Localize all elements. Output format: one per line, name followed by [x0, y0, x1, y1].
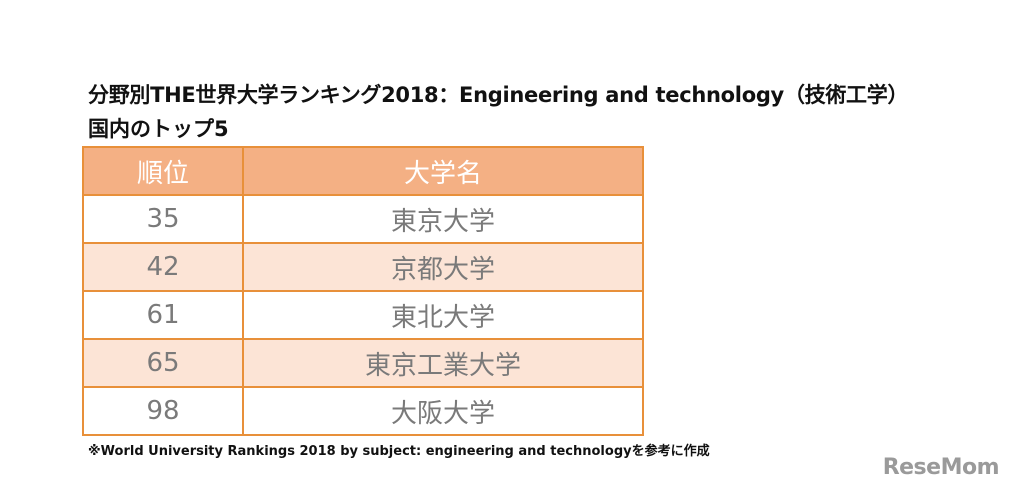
- table-row: 98 大阪大学: [82, 386, 644, 436]
- university-cell: 東京大学: [242, 194, 644, 244]
- rank-cell: 42: [82, 242, 244, 292]
- rank-cell: 35: [82, 194, 244, 244]
- table-row: 42 京都大学: [82, 242, 644, 292]
- university-cell: 京都大学: [242, 242, 644, 292]
- table-row: 61 東北大学: [82, 290, 644, 340]
- table-row: 65 東京工業大学: [82, 338, 644, 388]
- table-row: 35 東京大学: [82, 194, 644, 244]
- page-subtitle: 国内のトップ5: [88, 117, 229, 141]
- source-footnote: ※World University Rankings 2018 by subje…: [88, 444, 710, 459]
- page-title: 分野別THE世界大学ランキング2018：Engineering and tech…: [88, 83, 909, 107]
- rank-cell: 98: [82, 386, 244, 436]
- table-header-row: 順位 大学名: [82, 146, 644, 196]
- resemom-logo: ReseMom: [882, 455, 1000, 480]
- ranking-table: 順位 大学名 35 東京大学 42 京都大学 61 東北大学 65 東京工業大学…: [82, 146, 644, 436]
- university-cell: 東北大学: [242, 290, 644, 340]
- university-cell: 東京工業大学: [242, 338, 644, 388]
- university-column-header: 大学名: [242, 146, 644, 196]
- rank-cell: 61: [82, 290, 244, 340]
- rank-column-header: 順位: [82, 146, 244, 196]
- university-cell: 大阪大学: [242, 386, 644, 436]
- rank-cell: 65: [82, 338, 244, 388]
